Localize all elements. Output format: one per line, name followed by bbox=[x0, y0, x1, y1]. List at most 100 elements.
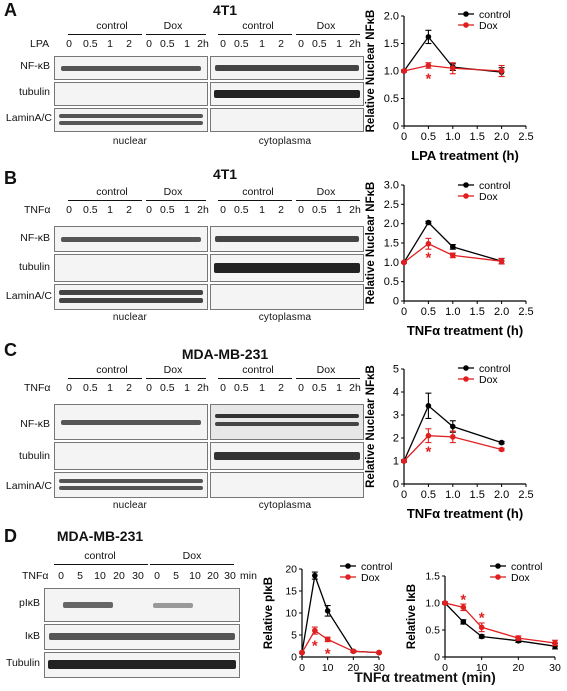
row-label: LaminA/C bbox=[5, 480, 52, 492]
timepoint-label: 0 bbox=[220, 204, 226, 216]
data-point bbox=[515, 635, 522, 641]
x-axis-label: TNFα treatment (h) bbox=[407, 323, 523, 338]
series-line-dox bbox=[444, 602, 556, 644]
timepoint-label: 5 bbox=[173, 570, 179, 582]
legend-swatch-marker bbox=[345, 574, 351, 580]
timepoint-label: 2h bbox=[197, 204, 209, 216]
group-underline bbox=[68, 378, 142, 379]
timepoint-label: 2 bbox=[126, 38, 132, 50]
protein-band bbox=[59, 298, 203, 303]
blot-strip bbox=[210, 226, 364, 252]
blot-strip bbox=[54, 284, 208, 310]
legend-swatch-marker bbox=[345, 563, 351, 569]
timepoint-label: 0.5 bbox=[83, 38, 98, 50]
legend-swatch-marker bbox=[463, 193, 469, 199]
timepoint-label: 0 bbox=[66, 382, 72, 394]
row-label: pIκB bbox=[18, 597, 40, 609]
panel-label-c: C bbox=[4, 340, 17, 360]
timepoint-label: 1 bbox=[184, 382, 190, 394]
protein-band bbox=[215, 236, 359, 242]
protein-band bbox=[214, 452, 360, 460]
timepoint-label: 2 bbox=[278, 204, 284, 216]
protein-band bbox=[48, 660, 236, 669]
timepoint-label: 0 bbox=[298, 38, 304, 50]
significance-mark: * bbox=[460, 592, 466, 609]
y-tick-label: 1.5 bbox=[384, 238, 399, 250]
timepoint-label: 0.5 bbox=[312, 204, 327, 216]
blot-strip bbox=[54, 472, 208, 498]
x-tick-label: 0 bbox=[299, 662, 305, 674]
x-tick-label: 2.5 bbox=[518, 489, 533, 501]
legend-swatch-marker bbox=[495, 563, 501, 569]
significance-mark: * bbox=[479, 610, 485, 627]
timepoint-label: 1 bbox=[107, 204, 113, 216]
y-tick-label: 0 bbox=[291, 652, 297, 664]
legend-swatch-marker bbox=[495, 574, 501, 580]
group-label: control bbox=[242, 364, 274, 376]
timepoint-label: 2 bbox=[278, 38, 284, 50]
legend-swatch-marker bbox=[463, 182, 469, 188]
y-tick-label: 0 bbox=[393, 296, 399, 308]
timepoint-label: 0.5 bbox=[234, 382, 249, 394]
blot-strip bbox=[210, 404, 364, 440]
timepoint-label: 1 bbox=[259, 38, 265, 50]
group-label: Dox bbox=[316, 364, 336, 376]
group-label: control bbox=[242, 186, 274, 198]
data-point bbox=[376, 649, 382, 656]
blot-strip bbox=[210, 108, 364, 132]
fraction-label: nuclear bbox=[112, 136, 148, 147]
group-label: Dox bbox=[163, 186, 183, 198]
timepoint-label: 0 bbox=[66, 38, 72, 50]
legend-label: control bbox=[479, 180, 511, 192]
timepoint-label: 20 bbox=[207, 570, 219, 582]
y-tick-label: 4 bbox=[393, 387, 399, 399]
x-tick-label: 2.0 bbox=[494, 489, 509, 501]
timepoint-label: 0.5 bbox=[160, 204, 175, 216]
y-tick-label: 1.5 bbox=[425, 571, 440, 583]
panel-label-a: A bbox=[4, 0, 17, 20]
data-point bbox=[450, 423, 456, 430]
blot-strip bbox=[210, 472, 364, 498]
group-underline bbox=[150, 564, 234, 565]
data-point bbox=[460, 604, 467, 611]
blot-strip bbox=[54, 82, 208, 106]
legend-label: Dox bbox=[479, 20, 498, 32]
timepoint-label: 2h bbox=[349, 38, 361, 50]
timepoint-label: 2h bbox=[197, 38, 209, 50]
group-underline bbox=[68, 34, 142, 35]
group-label: Dox bbox=[163, 364, 183, 376]
protein-band bbox=[59, 486, 203, 490]
legend-swatch-marker bbox=[463, 22, 469, 28]
legend-label: control bbox=[479, 9, 511, 21]
timepoint-label: 0.5 bbox=[312, 382, 327, 394]
timepoint-label: 30 bbox=[132, 570, 144, 582]
group-underline bbox=[218, 34, 292, 35]
y-tick-label: 5 bbox=[393, 364, 399, 376]
significance-mark: * bbox=[325, 646, 331, 663]
data-point bbox=[401, 458, 407, 464]
data-point bbox=[450, 64, 456, 70]
data-point bbox=[552, 640, 558, 646]
blot-strip bbox=[210, 254, 364, 282]
timepoint-label: 0 bbox=[146, 382, 152, 394]
data-point bbox=[498, 258, 505, 264]
group-label: Dox bbox=[316, 20, 336, 32]
protein-band bbox=[153, 603, 193, 608]
treatment-label: TNFα bbox=[22, 570, 49, 582]
data-point bbox=[442, 600, 448, 606]
timepoint-label: 0 bbox=[220, 382, 226, 394]
y-axis-label: Relative pIκB bbox=[263, 577, 275, 649]
data-point bbox=[498, 258, 505, 264]
fraction-label: nuclear bbox=[112, 312, 148, 323]
legend-swatch-marker bbox=[463, 376, 469, 382]
protein-band bbox=[63, 602, 113, 608]
protein-band bbox=[59, 114, 203, 118]
data-point bbox=[350, 648, 357, 655]
group-label: control bbox=[84, 550, 116, 562]
data-point bbox=[376, 649, 382, 656]
series-line-dox bbox=[403, 64, 502, 72]
x-tick-label: 1.0 bbox=[445, 306, 460, 318]
row-label: IκB bbox=[24, 630, 40, 642]
group-underline bbox=[68, 200, 142, 201]
y-axis-label: Relative IκB bbox=[406, 584, 418, 649]
